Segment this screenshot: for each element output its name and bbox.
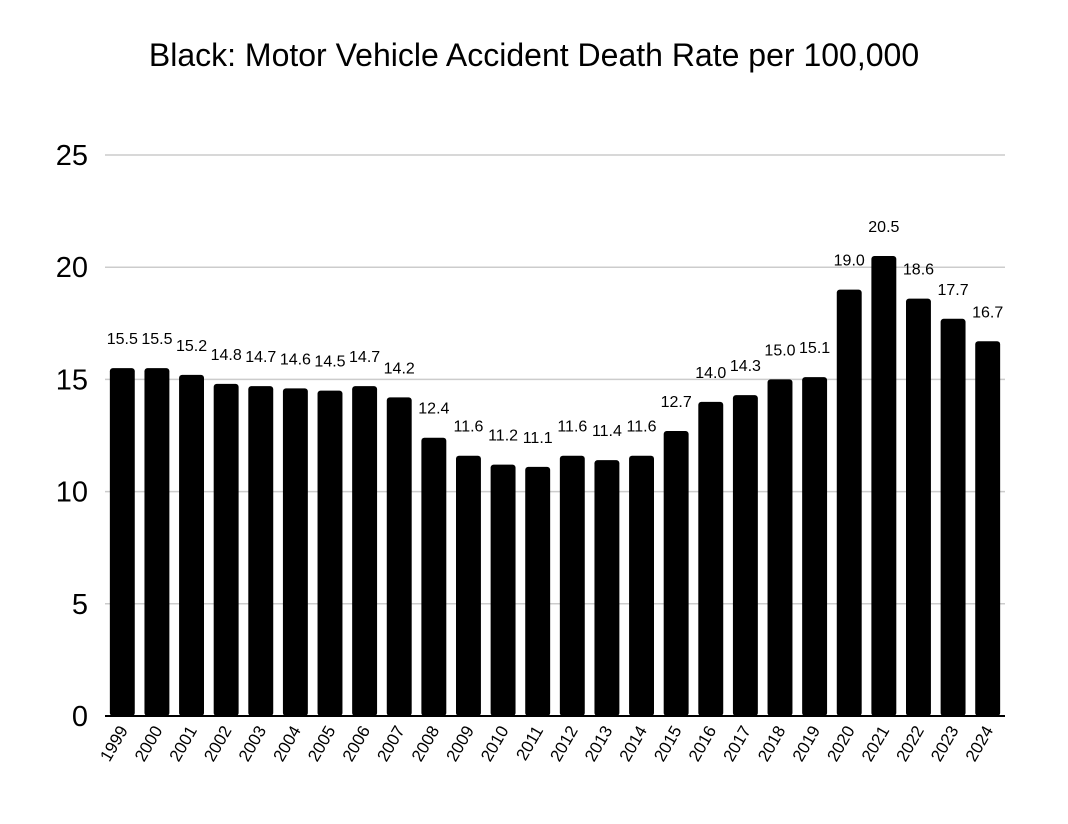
- data-label-2018: 15.0: [764, 342, 795, 359]
- y-tick-label: 25: [56, 140, 88, 172]
- data-label-2001: 15.2: [176, 338, 207, 355]
- x-tick-label-2017: 2017: [719, 723, 754, 765]
- x-tick-label-2019: 2019: [789, 723, 824, 765]
- bar-2000: [144, 368, 170, 716]
- bar-2006: [352, 386, 378, 716]
- x-tick-label-2018: 2018: [754, 723, 789, 765]
- bar-2003: [248, 386, 274, 716]
- bar-2019: [802, 377, 828, 716]
- x-tick-label-2009: 2009: [443, 723, 478, 765]
- data-label-2011: 11.1: [523, 430, 553, 447]
- data-label-2000: 15.5: [141, 331, 172, 348]
- bar-2017: [732, 395, 758, 716]
- data-label-2023: 17.7: [938, 282, 969, 299]
- bar-1999: [109, 368, 135, 716]
- x-tick-label-2024: 2024: [962, 723, 997, 765]
- data-label-2013: 11.4: [592, 423, 622, 440]
- x-tick-label-2004: 2004: [269, 723, 304, 765]
- x-tick-label-2010: 2010: [477, 723, 512, 765]
- x-tick-label-2014: 2014: [616, 723, 651, 765]
- data-label-2010: 11.2: [488, 428, 518, 445]
- x-tick-label-2020: 2020: [823, 723, 858, 765]
- bar-2021: [871, 255, 897, 717]
- x-tick-label-2021: 2021: [858, 723, 893, 765]
- data-label-2006: 14.7: [349, 349, 380, 366]
- x-tick-label-2022: 2022: [893, 723, 928, 765]
- bar-2013: [594, 460, 620, 716]
- y-tick-label: 0: [72, 701, 88, 733]
- chart-title: Black: Motor Vehicle Accident Death Rate…: [149, 37, 919, 73]
- data-label-2002: 14.8: [211, 347, 242, 364]
- data-label-2021: 20.5: [868, 219, 899, 236]
- data-label-2019: 15.1: [799, 340, 830, 357]
- y-axis-ticks: 0 5 10 15 20 25: [56, 140, 88, 733]
- bar-2020: [836, 289, 862, 716]
- bar-2024: [975, 341, 1001, 716]
- bar-2002: [213, 383, 239, 716]
- data-label-1999: 15.5: [107, 331, 138, 348]
- x-tick-label-2001: 2001: [166, 723, 201, 765]
- data-label-2022: 18.6: [903, 262, 934, 279]
- x-tick-label-2002: 2002: [200, 723, 235, 765]
- bar-2018: [767, 379, 793, 716]
- data-label-2014: 11.6: [627, 419, 657, 436]
- x-tick-label-2007: 2007: [373, 723, 408, 765]
- x-tick-label-2003: 2003: [235, 723, 270, 765]
- bar-2005: [317, 390, 343, 716]
- y-tick-label: 10: [56, 477, 88, 509]
- bar-2014: [629, 455, 654, 716]
- y-tick-label: 15: [56, 364, 88, 396]
- x-tick-label-2005: 2005: [304, 723, 339, 765]
- bar-2009: [456, 455, 481, 716]
- data-label-2003: 14.7: [245, 349, 276, 366]
- data-label-2015: 12.7: [661, 394, 692, 411]
- y-tick-label: 20: [56, 252, 88, 284]
- bar-2011: [525, 466, 551, 716]
- data-label-2020: 19.0: [834, 253, 865, 270]
- data-label-2009: 11.6: [453, 419, 483, 436]
- data-label-2016: 14.0: [695, 365, 726, 382]
- data-label-2007: 14.2: [384, 360, 415, 377]
- bar-2023: [940, 318, 966, 716]
- x-tick-label-2023: 2023: [927, 723, 962, 765]
- data-labels: 15.5 15.5 15.214.8 14.7 14.6 14.5 14.714.212.4…: [107, 219, 1004, 447]
- x-tick-label-2008: 2008: [408, 723, 443, 765]
- y-tick-label: 5: [72, 589, 88, 621]
- bar-2008: [421, 437, 447, 716]
- x-tick-label-2013: 2013: [581, 723, 616, 765]
- bar-2004: [282, 388, 308, 716]
- x-tick-label-2011: 2011: [512, 723, 547, 764]
- x-tick-label-2016: 2016: [685, 723, 720, 765]
- bar-2015: [663, 431, 689, 716]
- data-label-2005: 14.5: [314, 354, 345, 371]
- data-label-2012: 11.6: [557, 419, 587, 436]
- bar-2022: [906, 298, 931, 716]
- bar-2010: [490, 464, 516, 716]
- data-label-2008: 12.4: [418, 401, 449, 418]
- x-tick-label-2006: 2006: [339, 723, 374, 765]
- bar-2016: [698, 401, 724, 716]
- x-axis-ticks: 1999 2000 2001 2002 2003 2004 2005 2006 2007 2008…: [96, 723, 997, 765]
- x-tick-label-2012: 2012: [546, 723, 581, 765]
- bar-2007: [386, 397, 412, 716]
- data-label-2004: 14.6: [280, 351, 311, 368]
- x-tick-label-1999: 1999: [96, 723, 131, 765]
- bars: [109, 255, 1001, 717]
- x-tick-label-2000: 2000: [131, 723, 166, 765]
- bar-2012: [559, 455, 585, 716]
- bar-2001: [179, 374, 204, 716]
- x-tick-label-2015: 2015: [650, 723, 685, 765]
- data-label-2024: 16.7: [972, 304, 1003, 321]
- data-label-2017: 14.3: [730, 358, 761, 375]
